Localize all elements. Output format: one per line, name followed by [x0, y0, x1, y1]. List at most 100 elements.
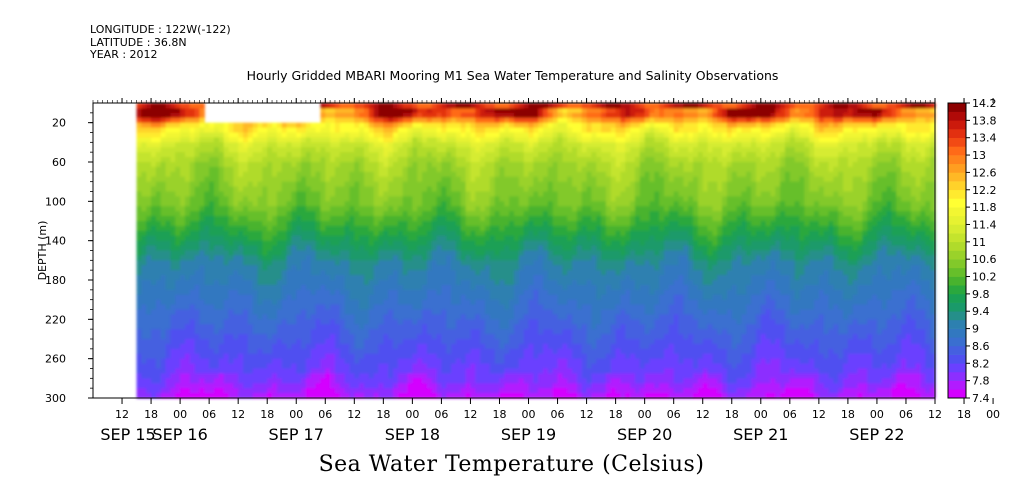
- heatmap-cell: [402, 245, 409, 252]
- heatmap-cell: [402, 186, 409, 193]
- heatmap-cell: [368, 324, 375, 330]
- heatmap-cell: [281, 137, 288, 143]
- heatmap-cell: [276, 319, 283, 325]
- heatmap-cell: [233, 147, 239, 153]
- heatmap-cell: [228, 132, 234, 139]
- heatmap-cell: [388, 206, 394, 212]
- heatmap-cell: [305, 137, 312, 143]
- heatmap-cell: [538, 284, 544, 291]
- heatmap-cell: [223, 329, 230, 335]
- heatmap-cell: [441, 255, 447, 261]
- heatmap-cell: [310, 162, 317, 168]
- heatmap-cell: [296, 373, 302, 379]
- heatmap-cell: [533, 132, 539, 139]
- heatmap-cell: [533, 235, 539, 242]
- heatmap-cell: [465, 206, 472, 212]
- heatmap-cell: [184, 314, 191, 320]
- heatmap-cell: [388, 132, 394, 139]
- heatmap-cell: [223, 378, 230, 384]
- heatmap-cell: [436, 393, 443, 399]
- heatmap-cell: [523, 329, 530, 335]
- heatmap-cell: [160, 393, 167, 399]
- heatmap-cell: [397, 270, 404, 276]
- heatmap-cell: [533, 186, 539, 193]
- heatmap-cell: [363, 186, 370, 193]
- heatmap-cell: [257, 230, 263, 237]
- heatmap-cell: [455, 201, 462, 207]
- heatmap-cell: [446, 137, 452, 143]
- heatmap-cell: [223, 186, 230, 193]
- chart-title: Hourly Gridded MBARI Mooring M1 Sea Wate…: [246, 68, 779, 83]
- heatmap-cell: [344, 319, 351, 325]
- heatmap-cell: [238, 171, 244, 178]
- heatmap-cell: [165, 329, 172, 335]
- heatmap-cell: [252, 343, 259, 350]
- heatmap-cell: [257, 166, 263, 173]
- heatmap-cell: [252, 275, 259, 281]
- heatmap-cell: [465, 260, 472, 266]
- heatmap-cell: [320, 343, 326, 350]
- heatmap-cell: [209, 388, 215, 394]
- heatmap-cell: [141, 324, 147, 330]
- heatmap-cell: [359, 191, 365, 198]
- heatmap-cell: [518, 142, 525, 148]
- heatmap-cell: [189, 162, 196, 168]
- heatmap-cell: [160, 314, 167, 320]
- heatmap-cell: [218, 329, 225, 335]
- heatmap-cell: [393, 166, 399, 173]
- heatmap-cell: [431, 334, 438, 340]
- heatmap-cell: [359, 275, 365, 281]
- heatmap-cell: [228, 230, 234, 237]
- heatmap-cell: [451, 309, 457, 316]
- heatmap-cell: [383, 314, 389, 320]
- heatmap-cell: [422, 319, 428, 325]
- heatmap-cell: [238, 240, 244, 247]
- heatmap-cell: [344, 393, 351, 399]
- heatmap-cell: [247, 157, 254, 163]
- heatmap-cell: [368, 294, 375, 301]
- heatmap-cell: [252, 280, 259, 286]
- heatmap-cell: [247, 221, 254, 227]
- heatmap-cell: [475, 225, 481, 232]
- heatmap-cell: [165, 127, 172, 134]
- heatmap-cell: [272, 363, 278, 370]
- heatmap-cell: [170, 314, 176, 320]
- heatmap-cell: [286, 275, 292, 281]
- heatmap-cell: [204, 132, 210, 139]
- heatmap-cell: [320, 373, 326, 379]
- heatmap-cell: [422, 358, 428, 365]
- heatmap-cell: [489, 171, 496, 178]
- heatmap-cell: [480, 216, 486, 222]
- heatmap-cell: [267, 294, 273, 301]
- heatmap-cell: [136, 117, 142, 124]
- heatmap-cell: [426, 240, 433, 247]
- heatmap-cell: [460, 216, 467, 222]
- heatmap-cell: [228, 309, 234, 316]
- heatmap-cell: [180, 270, 186, 276]
- heatmap-cell: [296, 343, 302, 350]
- heatmap-cell: [223, 373, 230, 379]
- heatmap-cell: [359, 334, 365, 340]
- heatmap-cell: [489, 107, 496, 114]
- heatmap-cell: [431, 373, 438, 379]
- heatmap-cell: [175, 383, 181, 389]
- heatmap-cell: [257, 122, 263, 129]
- heatmap-cell: [484, 294, 491, 301]
- heatmap-cell: [310, 181, 317, 188]
- heatmap-cell: [262, 152, 268, 158]
- heatmap-cell: [252, 393, 259, 399]
- heatmap-cell: [165, 230, 172, 237]
- heatmap-cell: [417, 343, 423, 350]
- heatmap-cell: [441, 348, 447, 355]
- heatmap-cell: [238, 304, 244, 311]
- heatmap-cell: [155, 388, 162, 394]
- heatmap-cell: [276, 309, 283, 316]
- heatmap-cell: [509, 294, 515, 301]
- heatmap-cell: [189, 181, 196, 188]
- heatmap-cell: [291, 260, 297, 266]
- heatmap-cell: [412, 378, 418, 384]
- heatmap-cell: [194, 176, 201, 183]
- heatmap-cell: [296, 122, 302, 129]
- heatmap-cell: [238, 181, 244, 188]
- heatmap-cell: [204, 191, 210, 198]
